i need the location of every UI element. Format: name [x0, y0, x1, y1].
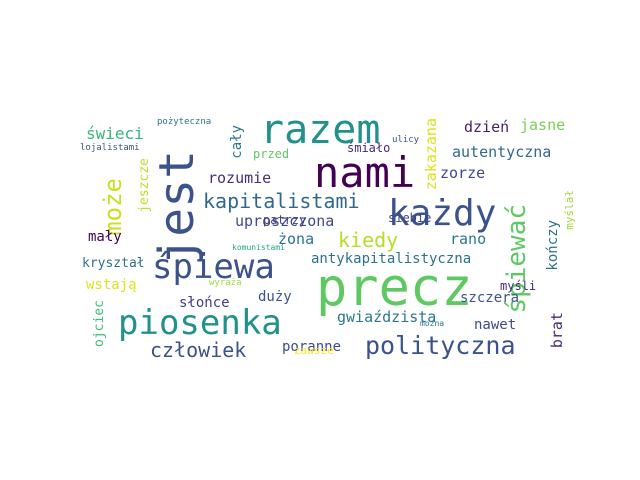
word-pozyteczna: pożyteczna: [157, 117, 212, 127]
word-ojciec: ojciec: [92, 300, 107, 347]
word-spiewa: śpiewa: [152, 247, 275, 287]
word-wyraza: wyraża: [209, 278, 242, 288]
word-mozna: mozna: [420, 319, 445, 328]
word-nami: nami: [314, 148, 416, 197]
word-patrzy: patrzy: [263, 213, 307, 227]
word-mysli: myśli: [500, 279, 537, 293]
word-precz: precz: [316, 258, 473, 318]
word-rozumie: rozumie: [208, 169, 272, 187]
word-myslal: myślał: [563, 190, 576, 230]
word-komunistami: komunistami: [232, 243, 285, 252]
word-ulicy: ulicy: [392, 135, 420, 145]
word-rano: rano: [450, 230, 487, 248]
word-zawsze: zawsze: [294, 344, 334, 357]
word-maly: mały: [88, 229, 122, 245]
word-dzien: dzień: [464, 118, 510, 136]
word-brat: brat: [548, 312, 566, 349]
word-slonce: słońce: [179, 295, 230, 311]
word-piosenka: piosenka: [118, 303, 282, 343]
word-swieci: świeci: [86, 124, 144, 143]
word-moze: może: [99, 178, 127, 236]
word-caly: cały: [229, 125, 245, 159]
word-antykapitalistyczna: antykapitalistyczna: [311, 251, 472, 267]
word-gwiazdzista: gwiaździsta: [337, 308, 437, 326]
word-autentyczna: autentyczna: [452, 143, 552, 161]
word-jasne: jasne: [520, 116, 566, 134]
word-zona: żona: [278, 230, 315, 248]
word-zakazana: zakazana: [422, 118, 440, 191]
word-lojalistami: lojalistami: [80, 143, 140, 153]
word-krysztal: kryształ: [82, 256, 145, 271]
word-jeszcze: jeszcze: [137, 158, 152, 213]
word-nawet: nawet: [474, 317, 517, 333]
word-szczera: szczera: [460, 290, 520, 306]
word-kazdy: każdy: [388, 193, 497, 234]
word-siebie: siebie: [388, 211, 432, 225]
word-zorze: zorze: [440, 164, 486, 182]
word-kiedy: kiedy: [338, 228, 399, 252]
word-przed: przed: [253, 147, 290, 161]
word-wstaja: wstają: [86, 277, 137, 293]
word-konczy: kończy: [545, 220, 561, 271]
word-czlowiek: człowiek: [150, 338, 247, 362]
word-poranne: poranne: [282, 339, 342, 355]
word-duzy: duży: [258, 289, 292, 305]
word-uproszczona: uproszczona: [235, 212, 335, 230]
word-kapitalistami: kapitalistami: [203, 189, 360, 213]
word-razem: razem: [260, 107, 381, 153]
word-polityczna: polityczna: [365, 331, 516, 360]
word-smialo: śmiało: [347, 141, 391, 155]
